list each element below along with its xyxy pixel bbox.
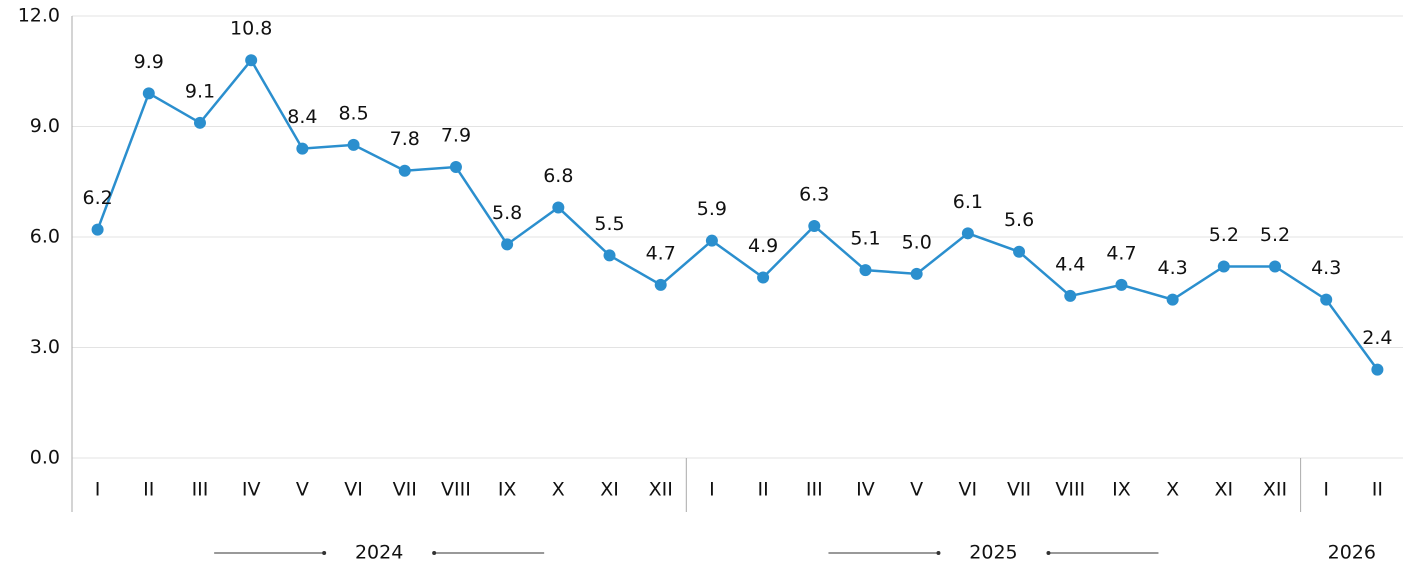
group-rule-dot: [1046, 551, 1051, 555]
point: [1064, 289, 1077, 302]
x-tick-label: II: [1372, 479, 1383, 501]
point: [398, 164, 411, 177]
point: [1269, 260, 1282, 273]
data-label: 5.0: [902, 231, 932, 253]
data-label: 4.7: [646, 242, 676, 264]
group-label: 2024: [355, 542, 403, 564]
point: [910, 267, 923, 280]
y-tick-label: 3.0: [30, 336, 60, 358]
x-tick-label: VII: [1007, 479, 1031, 501]
x-tick-label: XII: [649, 479, 673, 501]
x-tick-label: II: [757, 479, 768, 501]
point: [757, 271, 770, 284]
data-label: 4.3: [1311, 257, 1341, 279]
x-tick-label: III: [192, 479, 209, 501]
x-tick-label: VII: [393, 479, 417, 501]
point: [808, 219, 821, 232]
data-label: 8.4: [287, 106, 317, 128]
data-label: 8.5: [338, 102, 368, 124]
x-tick-label: XII: [1263, 479, 1287, 501]
x-tick-label: IV: [242, 479, 261, 501]
point: [347, 138, 360, 151]
data-label: 10.8: [230, 18, 272, 40]
data-label: 6.8: [543, 165, 573, 187]
group-rule-dot: [322, 551, 327, 555]
point: [705, 234, 718, 247]
x-tick-label: I: [709, 479, 715, 501]
point: [91, 223, 104, 236]
point: [859, 264, 872, 277]
y-tick-label: 6.0: [30, 226, 60, 248]
x-tick-label: V: [296, 479, 309, 501]
point: [142, 87, 155, 100]
data-label: 9.1: [185, 80, 215, 102]
data-label: 6.2: [82, 187, 112, 209]
x-tick-label: VIII: [441, 479, 471, 501]
point: [603, 249, 616, 262]
point: [245, 54, 258, 67]
data-label: 2.4: [1362, 327, 1392, 349]
group-rule-dot: [432, 551, 437, 555]
data-label: 4.7: [1106, 242, 1136, 264]
point: [1013, 245, 1026, 258]
data-label: 5.2: [1209, 224, 1239, 246]
x-tick-label: VI: [344, 479, 363, 501]
x-tick-label: I: [95, 479, 101, 501]
data-label: 6.1: [953, 191, 983, 213]
data-label: 5.5: [594, 213, 624, 235]
point: [654, 278, 667, 291]
x-tick-label: VI: [959, 479, 978, 501]
x-tick-label: II: [143, 479, 154, 501]
point: [449, 161, 462, 174]
x-tick-label: X: [552, 479, 565, 501]
point: [1320, 293, 1333, 306]
data-label: 5.9: [697, 198, 727, 220]
y-tick-label: 9.0: [30, 115, 60, 137]
point: [1166, 293, 1179, 306]
x-tick-label: IX: [1112, 479, 1131, 501]
x-tick-label: XI: [600, 479, 619, 501]
data-label: 5.6: [1004, 209, 1034, 231]
x-tick-label: V: [910, 479, 923, 501]
data-label: 7.9: [441, 125, 471, 147]
y-tick-label: 0.0: [30, 447, 60, 469]
y-tick-label: 12.0: [18, 5, 60, 27]
group-rule-dot: [936, 551, 941, 555]
data-label: 5.2: [1260, 224, 1290, 246]
x-tick-label: IV: [856, 479, 875, 501]
data-label: 4.9: [748, 235, 778, 257]
data-label: 7.8: [390, 128, 420, 150]
point: [296, 142, 309, 155]
point: [501, 238, 514, 251]
line: [96, 58, 1379, 371]
point: [1115, 278, 1128, 291]
data-label: 4.4: [1055, 253, 1085, 275]
data-label: 4.3: [1158, 257, 1188, 279]
x-tick-label: XI: [1215, 479, 1234, 501]
data-label: 9.9: [134, 51, 164, 73]
point: [1371, 363, 1384, 376]
point: [961, 227, 974, 240]
data-label: 6.3: [799, 183, 829, 205]
group-label: 2026: [1328, 542, 1376, 564]
point: [1217, 260, 1230, 273]
data-label: 5.1: [850, 228, 880, 250]
x-tick-label: VIII: [1055, 479, 1085, 501]
x-tick-label: III: [806, 479, 823, 501]
x-tick-label: X: [1166, 479, 1179, 501]
x-tick-label: IX: [498, 479, 517, 501]
point: [552, 201, 565, 214]
point: [193, 116, 206, 129]
group-label: 2025: [969, 542, 1017, 564]
x-tick-label: I: [1323, 479, 1329, 501]
data-label: 5.8: [492, 202, 522, 224]
